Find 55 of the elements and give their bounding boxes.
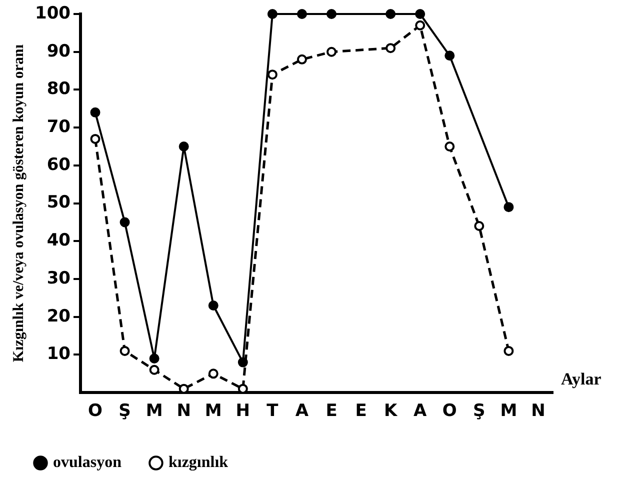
y-tick-label: 90: [46, 41, 71, 62]
y-axis-title: Kızgınlık ve/veya ovulasyon gösteren koyun oranı: [10, 44, 27, 362]
x-tick-label: A: [414, 401, 428, 422]
point: [474, 221, 484, 232]
x-tick-label: O: [88, 401, 102, 422]
y-tick-label: 70: [46, 117, 71, 137]
x-axis-title: Aylar: [561, 369, 602, 388]
legend-label: ovulasyon: [53, 454, 122, 472]
point: [504, 202, 514, 212]
x-tick-label: M: [204, 401, 222, 422]
point: [120, 217, 130, 228]
y-tick-label: 40: [46, 230, 71, 251]
point: [238, 357, 248, 368]
x-tick-label: M: [146, 401, 163, 422]
x-tick-label: M: [500, 401, 518, 422]
x-tick-label: O: [442, 401, 457, 422]
y-tick-label: 20: [46, 306, 71, 326]
point: [326, 46, 337, 57]
point: [267, 70, 278, 80]
point: [90, 107, 100, 118]
point: [504, 346, 514, 356]
x-tick-label: Ş: [473, 401, 486, 422]
point: [208, 368, 218, 379]
x-tick-label: A: [295, 401, 310, 422]
point: [444, 142, 455, 152]
point: [444, 50, 455, 61]
point: [296, 54, 307, 64]
point: [296, 9, 307, 19]
y-tick-label: 100: [34, 3, 71, 24]
y-tick-label: 30: [46, 268, 71, 288]
point: [386, 43, 396, 54]
point: [208, 300, 218, 311]
y-tick-label: 60: [46, 154, 71, 175]
point: [120, 346, 130, 356]
y-tick-label: 80: [46, 79, 71, 100]
point: [386, 9, 396, 19]
x-tick-label: E: [326, 401, 338, 422]
point: [90, 134, 100, 144]
point: [267, 9, 278, 19]
legend-label: kızgınlık: [168, 454, 228, 472]
x-tick-label: H: [236, 401, 250, 422]
y-tick-label: 50: [46, 192, 71, 213]
x-tick-label: K: [384, 401, 398, 422]
y-tick-label: 10: [46, 344, 71, 364]
point: [326, 9, 337, 19]
point: [415, 20, 426, 30]
point: [415, 9, 426, 19]
x-tick-label: T: [266, 401, 279, 422]
point: [178, 142, 189, 152]
x-tick-label: N: [531, 401, 546, 422]
x-tick-label: E: [355, 401, 367, 422]
x-tick-label: N: [176, 401, 191, 422]
point: [149, 364, 160, 375]
point: [149, 354, 160, 364]
x-tick-label: Ş: [118, 401, 131, 422]
